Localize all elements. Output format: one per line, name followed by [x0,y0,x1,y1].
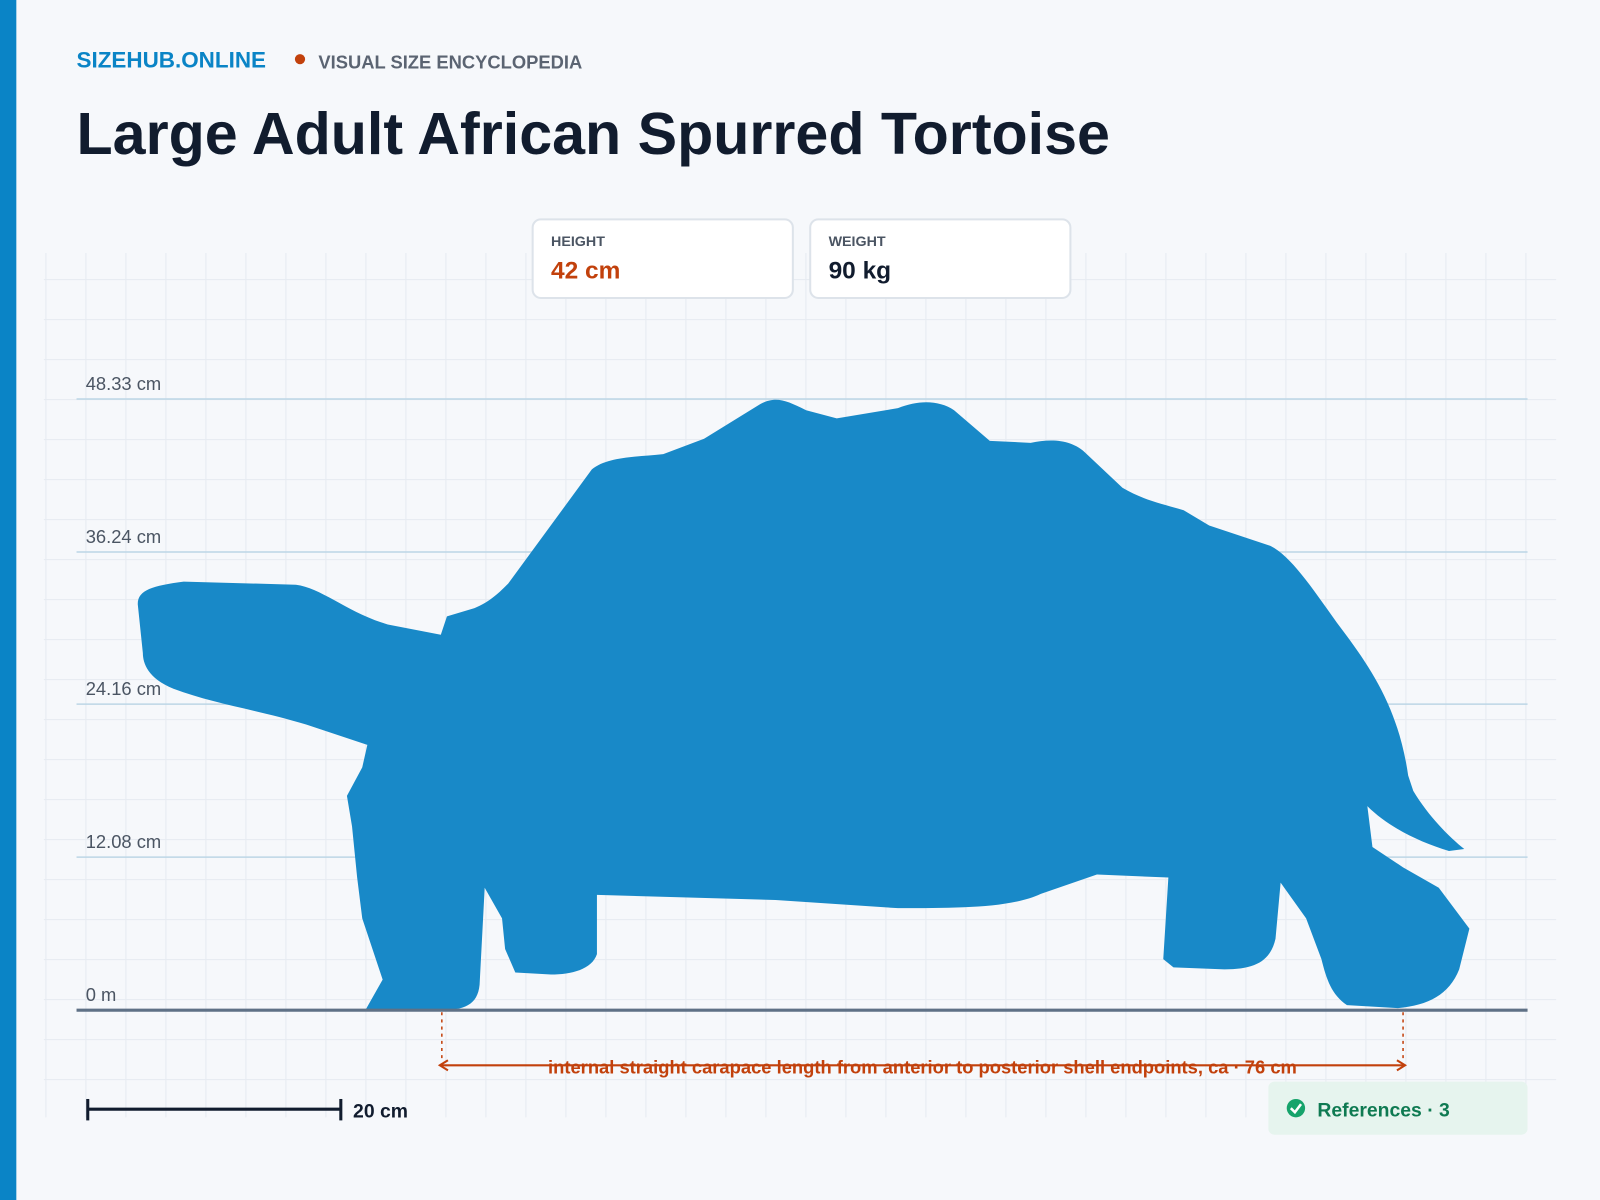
reference-label: 48.33 cm [86,373,162,394]
reference-label: 36.24 cm [86,526,162,547]
reference-label: 24.16 cm [86,678,162,699]
tortoise-silhouette [137,399,1470,1011]
references-label[interactable]: References · 3 [1317,1099,1450,1121]
stat-card: HEIGHT 42 cm [531,218,794,299]
measurement: internal straight carapace length from a… [437,1012,1408,1077]
reference-label: 0 m [86,984,117,1005]
brand: SIZEHUB.ONLINE [77,47,267,72]
stat-label: WEIGHT [829,234,886,250]
scale-label: 20 cm [353,1100,408,1122]
page-title: Large Adult African Spurred Tortoise [77,100,1110,167]
accent-bar [0,0,17,1200]
stat-label: HEIGHT [551,234,605,250]
stat-value: 90 kg [829,258,892,285]
tagline: VISUAL SIZE ENCYCLOPEDIA [318,51,582,72]
stat-card: WEIGHT 90 kg [809,218,1072,299]
reference-label: 12.08 cm [86,831,162,852]
references-button[interactable]: References · 3 [1268,1081,1528,1135]
stat-value: 42 cm [551,258,620,285]
measurement-label: internal straight carapace length from a… [548,1056,1297,1077]
scale-bar: 20 cm [86,1098,408,1122]
bullet [294,54,306,65]
